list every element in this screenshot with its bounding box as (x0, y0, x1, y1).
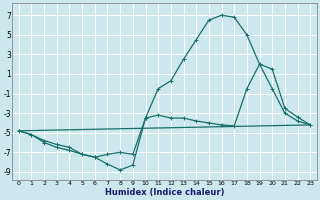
X-axis label: Humidex (Indice chaleur): Humidex (Indice chaleur) (105, 188, 224, 197)
